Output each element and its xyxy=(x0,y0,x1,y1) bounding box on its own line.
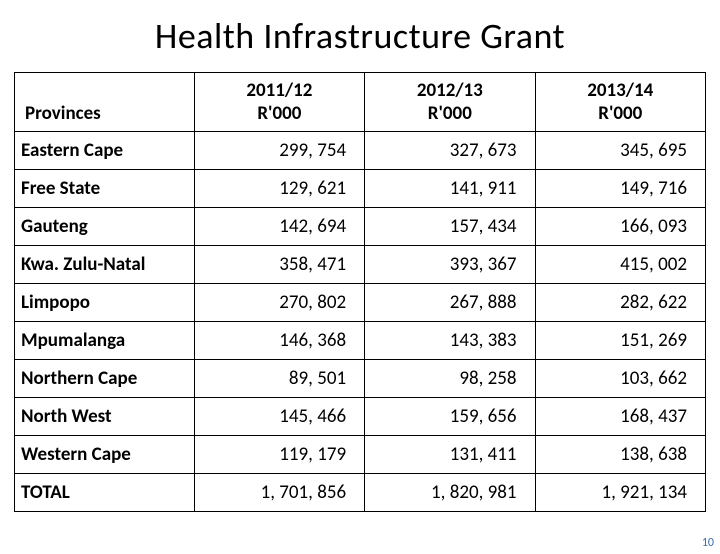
value-cell: 1, 820, 981 xyxy=(365,474,535,512)
value-cell: 168, 437 xyxy=(535,398,705,436)
value-cell: 151, 269 xyxy=(535,322,705,360)
table-row: North West145, 466159, 656168, 437 xyxy=(15,398,706,436)
table-row: Northern Cape89, 50198, 258103, 662 xyxy=(15,360,706,398)
value-cell: 98, 258 xyxy=(365,360,535,398)
value-cell: 299, 754 xyxy=(194,132,364,170)
value-cell: 393, 367 xyxy=(365,246,535,284)
value-cell: 157, 434 xyxy=(365,208,535,246)
value-cell: 166, 093 xyxy=(535,208,705,246)
table-row: Eastern Cape299, 754327, 673345, 695 xyxy=(15,132,706,170)
table-row: Mpumalanga146, 368143, 383151, 269 xyxy=(15,322,706,360)
table-header-row: Provinces 2011/12R'000 2012/13R'000 2013… xyxy=(15,73,706,132)
value-cell: 142, 694 xyxy=(194,208,364,246)
value-cell: 138, 638 xyxy=(535,436,705,474)
value-cell: 327, 673 xyxy=(365,132,535,170)
province-cell: Mpumalanga xyxy=(15,322,195,360)
value-cell: 146, 368 xyxy=(194,322,364,360)
value-cell: 145, 466 xyxy=(194,398,364,436)
province-cell: Northern Cape xyxy=(15,360,195,398)
value-cell: 119, 179 xyxy=(194,436,364,474)
value-cell: 89, 501 xyxy=(194,360,364,398)
value-cell: 415, 002 xyxy=(535,246,705,284)
province-cell: Western Cape xyxy=(15,436,195,474)
col-header-year: 2012/13R'000 xyxy=(365,73,535,132)
value-cell: 270, 802 xyxy=(194,284,364,322)
value-cell: 282, 622 xyxy=(535,284,705,322)
page-number: 10 xyxy=(702,536,714,550)
value-cell: 358, 471 xyxy=(194,246,364,284)
table-row: Limpopo270, 802267, 888282, 622 xyxy=(15,284,706,322)
province-cell: Limpopo xyxy=(15,284,195,322)
col-header-year: 2011/12R'000 xyxy=(194,73,364,132)
value-cell: 159, 656 xyxy=(365,398,535,436)
table-row: TOTAL1, 701, 8561, 820, 9811, 921, 134 xyxy=(15,474,706,512)
value-cell: 149, 716 xyxy=(535,170,705,208)
col-header-provinces: Provinces xyxy=(15,73,195,132)
table-row: Gauteng142, 694157, 434166, 093 xyxy=(15,208,706,246)
value-cell: 141, 911 xyxy=(365,170,535,208)
page-title: Health Infrastructure Grant xyxy=(0,14,720,58)
table-row: Western Cape119, 179131, 411138, 638 xyxy=(15,436,706,474)
value-cell: 143, 383 xyxy=(365,322,535,360)
province-cell: TOTAL xyxy=(15,474,195,512)
value-cell: 131, 411 xyxy=(365,436,535,474)
table-container: Provinces 2011/12R'000 2012/13R'000 2013… xyxy=(0,72,720,512)
value-cell: 129, 621 xyxy=(194,170,364,208)
value-cell: 103, 662 xyxy=(535,360,705,398)
value-cell: 345, 695 xyxy=(535,132,705,170)
province-cell: Eastern Cape xyxy=(15,132,195,170)
table-row: Kwa. Zulu-Natal358, 471393, 367415, 002 xyxy=(15,246,706,284)
province-cell: North West xyxy=(15,398,195,436)
value-cell: 1, 921, 134 xyxy=(535,474,705,512)
province-cell: Kwa. Zulu-Natal xyxy=(15,246,195,284)
table-row: Free State129, 621141, 911149, 716 xyxy=(15,170,706,208)
col-header-year: 2013/14R'000 xyxy=(535,73,705,132)
value-cell: 1, 701, 856 xyxy=(194,474,364,512)
value-cell: 267, 888 xyxy=(365,284,535,322)
province-cell: Gauteng xyxy=(15,208,195,246)
grant-table: Provinces 2011/12R'000 2012/13R'000 2013… xyxy=(14,72,706,512)
province-cell: Free State xyxy=(15,170,195,208)
